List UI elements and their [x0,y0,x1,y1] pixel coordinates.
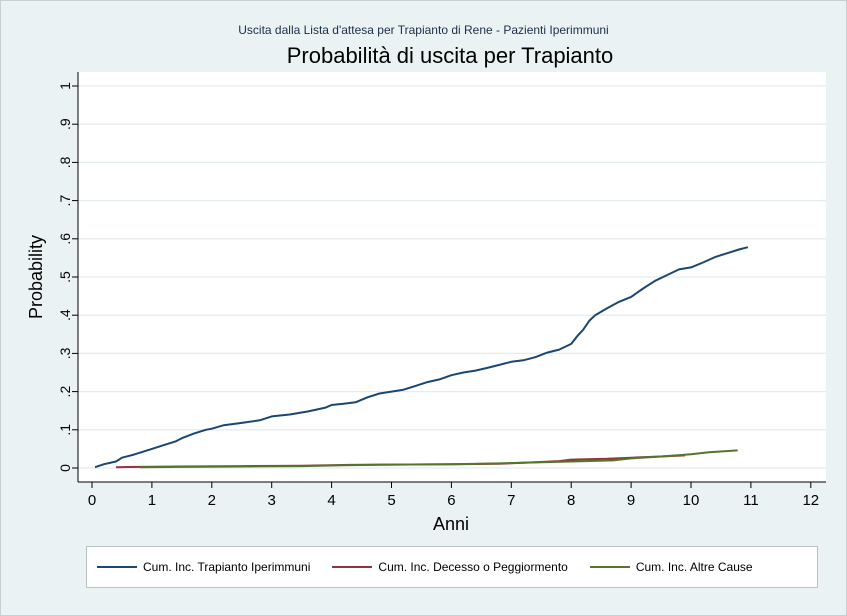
x-tick-label: 8 [567,492,575,509]
y-tick-label: .3 [57,347,73,359]
legend-item: Cum. Inc. Trapianto Iperimmuni [97,560,310,574]
y-tick-label: .7 [57,195,73,207]
legend-label: Cum. Inc. Decesso o Peggiormento [378,560,568,574]
x-tick-label: 5 [387,492,395,509]
legend-swatch [332,566,373,568]
y-tick-label: .4 [57,309,73,321]
series-line-1 [94,246,749,469]
x-axis-title: Anni [433,514,469,534]
y-tick-label: .1 [57,424,73,436]
x-tick-label: 0 [88,492,96,509]
x-tick-label: 11 [743,492,759,509]
x-tick-label: 10 [683,492,700,509]
chart-title: Probabilità di uscita per Trapianto [286,43,614,68]
x-tick-label: 2 [208,492,216,509]
x-tick-label: 9 [627,492,635,509]
chart-subtitle: Uscita dalla Lista d'attesa per Trapiant… [238,23,609,37]
x-tick-label: 6 [447,492,455,509]
y-tick-label: .2 [57,386,73,398]
y-tick-label: .9 [57,118,73,130]
x-tick-label: 4 [327,492,335,509]
chart-legend: Cum. Inc. Trapianto Iperimmuni Cum. Inc. … [86,546,818,588]
legend-swatch [589,566,630,568]
x-tick-label: 7 [507,492,515,509]
legend-label: Cum. Inc. Altre Cause [635,560,753,574]
x-tick-label: 12 [802,492,819,509]
legend-item: Cum. Inc. Decesso o Peggiormento [332,560,568,574]
legend-item: Cum. Inc. Altre Cause [589,560,753,574]
y-tick-label: .6 [57,233,73,245]
y-tick-label: .8 [57,156,73,168]
y-tick-label: .5 [57,271,73,283]
legend-swatch [97,566,137,568]
x-tick-label: 3 [268,492,276,509]
series-line-3 [139,449,738,469]
y-tick-label: 1 [57,82,73,90]
y-axis-title: Probability [26,235,46,319]
y-tick-label: 0 [57,464,73,472]
x-tick-label: 1 [148,492,156,509]
legend-label: Cum. Inc. Trapianto Iperimmuni [143,560,311,574]
